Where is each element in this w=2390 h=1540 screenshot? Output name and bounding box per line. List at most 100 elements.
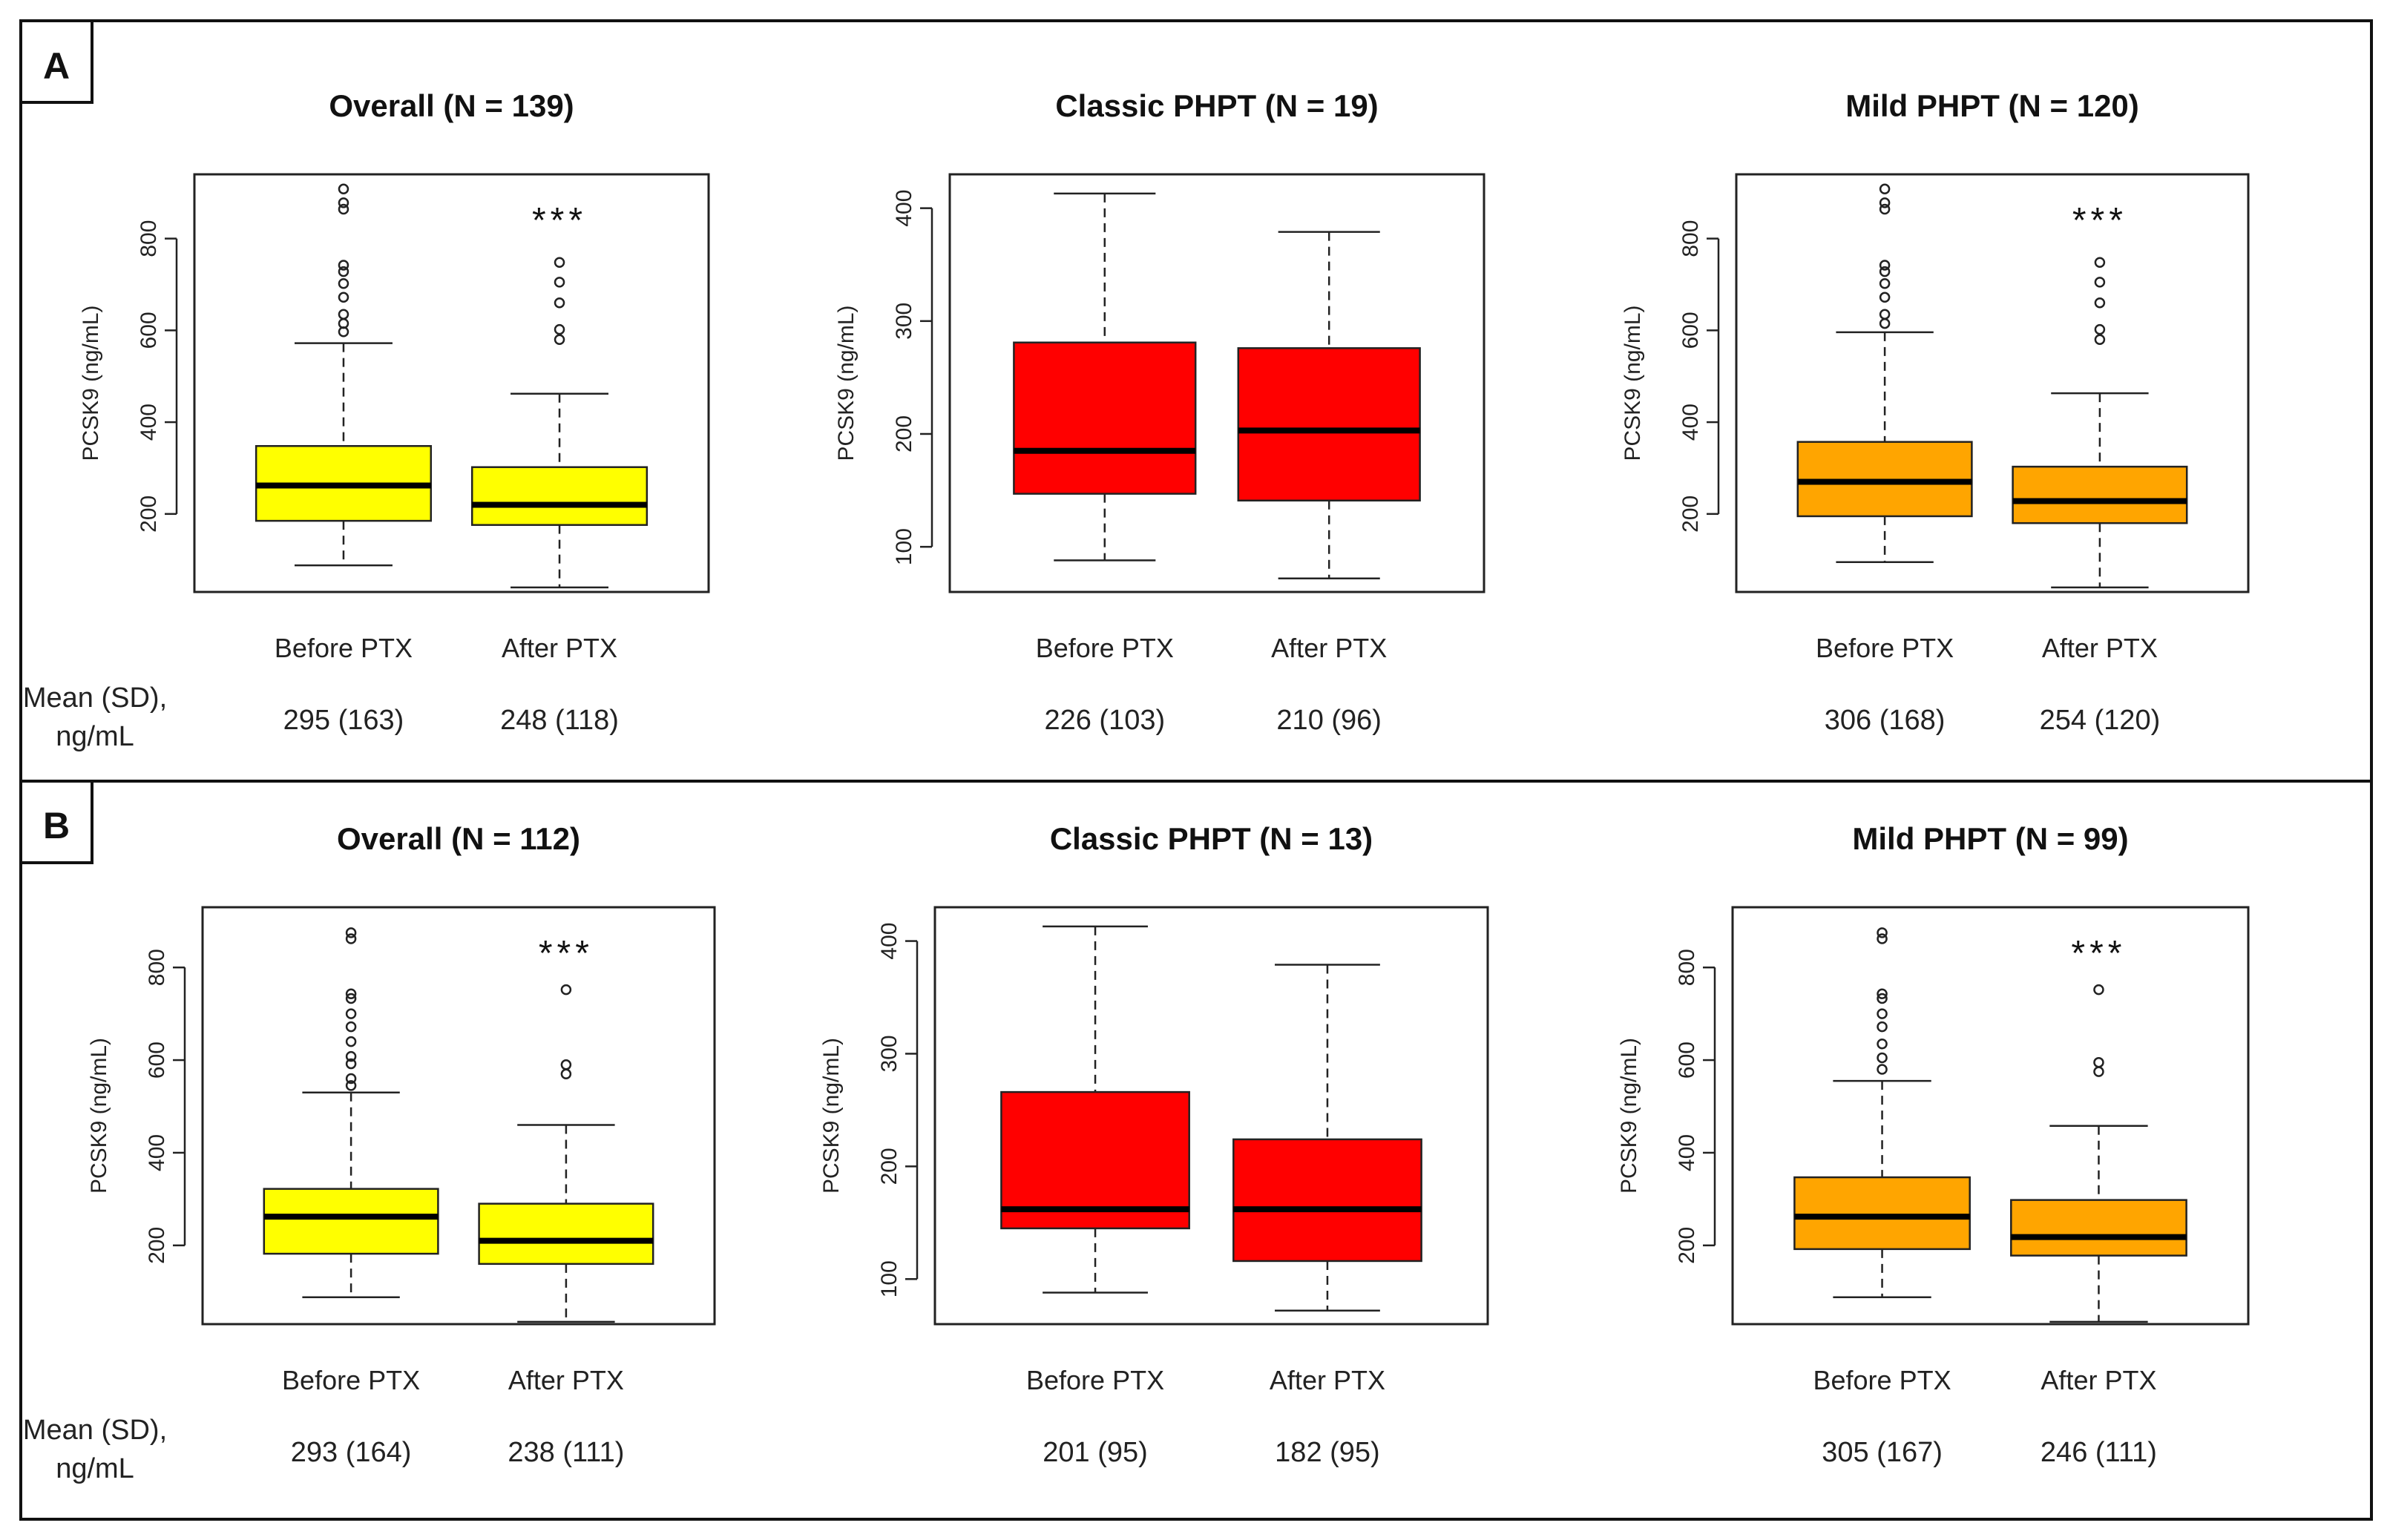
mean-sd-value: 210 (96) [1276,705,1382,736]
y-tick-label: 800 [145,949,169,986]
box-before-ptx: Before PTX 293 (164) [263,927,439,1468]
outlier-point [338,260,349,271]
iqr-box [478,1202,654,1266]
y-tick-label: 200 [137,496,161,533]
outlier-point [1877,933,1888,944]
category-label: After PTX [1271,633,1387,663]
y-axis-label: PCSK9 (ng/mL) [1617,1038,1641,1194]
chart-b-0: Overall (N = 112) 200 400 600 800 PCSK9 (ng/m… [23,821,716,1484]
outlier-point [338,203,349,215]
plot-frame [933,906,1489,1326]
outlier-point [338,266,349,277]
box-before-ptx: Before PTX 306 (168) [1796,183,1973,736]
plot-frame [1731,906,2250,1326]
outlier-point [345,1050,357,1062]
box-after-ptx: After PTX 210 (96) [1237,231,1421,736]
plot-frame [948,173,1485,593]
panel-a-label-box [19,19,93,104]
outlier-point [1877,1038,1888,1050]
mean-sd-value: 306 (168) [1825,705,1946,736]
chart-title: Overall (N = 139) [329,88,574,123]
category-label: After PTX [1270,1365,1385,1395]
y-tick-label: 300 [877,1035,902,1072]
outlier-point [345,1021,357,1033]
significance-marker: *** [2071,934,2126,973]
outlier-point [2093,1056,2104,1068]
outlier-point [2093,1066,2104,1077]
outlier-point [1877,927,1888,938]
mean-sd-row-label: ng/mL [56,721,134,752]
y-tick-label: 600 [1675,1042,1699,1079]
outlier-point [338,197,349,208]
outlier-point [2094,334,2106,345]
chart-title: Mild PHPT (N = 120) [1845,88,2139,123]
outlier-point [345,1080,357,1091]
outlier-point [1879,266,1891,277]
outlier-point [345,1008,357,1019]
box-after-ptx: *** After PTX 246 (111) [2010,934,2187,1468]
outlier-point [554,334,565,345]
outlier-point [2093,984,2104,996]
outlier-point [1877,993,1888,1004]
outlier-point [1877,1008,1888,1019]
mean-sd-row-label: Mean (SD), [23,1415,167,1446]
outlier-point [345,988,357,1000]
iqr-box [1013,341,1197,495]
box-after-ptx: After PTX 182 (95) [1232,964,1422,1468]
outlier-point [554,257,565,269]
box-before-ptx: Before PTX 201 (95) [1000,925,1190,1468]
outlier-point [560,1059,572,1070]
mean-sd-value: 254 (120) [2040,705,2161,736]
outlier-point [345,927,357,938]
box-after-ptx: *** After PTX 254 (120) [2012,201,2188,736]
outlier-point [338,292,349,303]
y-tick-label: 400 [877,923,902,960]
outlier-point [345,1058,357,1070]
panel-a-label: A [43,45,70,87]
mean-sd-value: 182 (95) [1275,1437,1380,1468]
category-label: After PTX [508,1365,624,1395]
category-label: Before PTX [1026,1365,1164,1395]
outlier-point [2094,297,2106,309]
outlier-point [554,297,565,309]
outlier-point [1877,988,1888,1000]
outlier-point [1879,183,1891,195]
y-tick-label: 400 [1678,404,1703,441]
y-tick-label: 400 [892,190,916,227]
chart-title: Classic PHPT (N = 13) [1050,821,1373,856]
y-tick-label: 600 [137,312,161,349]
chart-a-0: Overall (N = 139) 200 400 600 800 PCSK9 (ng/m… [23,88,710,752]
iqr-box [2012,465,2188,524]
category-label: Before PTX [275,633,413,663]
mean-sd-value: 305 (167) [1822,1437,1943,1468]
mean-sd-value: 248 (118) [500,705,619,736]
y-tick-label: 200 [145,1227,169,1264]
outlier-point [338,309,349,320]
y-tick-label: 300 [892,303,916,340]
iqr-box [2010,1199,2187,1257]
iqr-box [1000,1090,1190,1230]
y-tick-label: 100 [877,1260,902,1297]
iqr-box [470,466,649,526]
y-tick-label: 400 [137,404,161,441]
category-label: Before PTX [1816,633,1954,663]
iqr-box [1237,347,1421,501]
y-tick-label: 100 [892,528,916,565]
outlier-point [1879,309,1891,320]
y-axis-label: PCSK9 (ng/mL) [1621,305,1645,461]
y-axis-label: PCSK9 (ng/mL) [834,305,859,461]
y-axis-label: PCSK9 (ng/mL) [87,1038,111,1194]
chart-a-2: Mild PHPT (N = 120) 200 400 600 800 PCSK9 (ng… [1621,88,2250,736]
box-before-ptx: Before PTX 305 (167) [1793,927,1971,1468]
mean-sd-value: 293 (164) [291,1437,412,1468]
y-tick-label: 800 [1675,949,1699,986]
plot-frame [201,906,716,1326]
chart-title: Overall (N = 112) [337,821,580,856]
outlier-point [2094,257,2106,269]
plot-frame [193,173,710,593]
outlier-point [1879,197,1891,208]
box-after-ptx: *** After PTX 248 (118) [470,201,649,736]
panel-b-frame [19,780,2373,1521]
panel-b-label-box [19,780,93,864]
